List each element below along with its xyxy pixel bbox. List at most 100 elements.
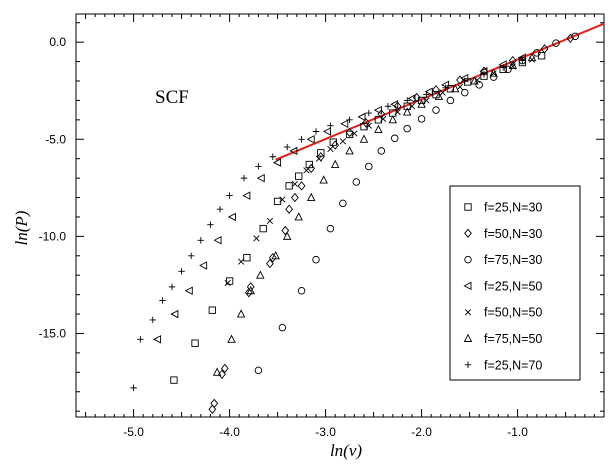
data-point <box>246 282 255 292</box>
data-point <box>351 130 358 137</box>
data-point <box>390 100 399 109</box>
data-point <box>137 336 144 343</box>
data-point <box>508 60 518 69</box>
data-point <box>278 323 287 332</box>
data-point <box>191 339 199 347</box>
data-point <box>330 159 340 168</box>
data-point <box>130 384 137 392</box>
data-points <box>130 32 579 414</box>
data-point <box>489 68 498 77</box>
data-point <box>434 91 444 100</box>
data-point <box>384 103 392 110</box>
data-point <box>527 52 537 62</box>
data-point <box>297 287 306 295</box>
data-point <box>552 39 560 47</box>
legend-box <box>449 185 581 381</box>
data-point <box>242 191 251 200</box>
axis-ticks: -5.0 -4.0 -3.0 -2.0 -1.0 0.0 -5.0 -10.0 -15.0 <box>39 14 605 439</box>
data-point <box>284 143 291 151</box>
legend-marker <box>464 255 472 264</box>
data-point <box>374 124 383 134</box>
data-point <box>407 94 416 103</box>
fit-line-group <box>275 22 605 161</box>
data-point <box>178 268 185 275</box>
data-point <box>432 85 440 95</box>
data-point <box>224 279 231 287</box>
data-point <box>461 77 468 85</box>
data-point <box>533 49 541 57</box>
data-point <box>346 116 353 124</box>
data-point <box>266 217 274 224</box>
data-point <box>256 270 265 279</box>
data-point <box>359 134 369 143</box>
data-point <box>199 261 208 270</box>
data-point <box>236 309 246 318</box>
x-tick-label: -1.0 <box>507 425 528 439</box>
data-point <box>317 149 325 157</box>
data-point <box>208 404 217 414</box>
data-point <box>423 91 430 98</box>
data-point <box>461 88 469 97</box>
data-point <box>377 147 386 155</box>
data-point <box>170 309 179 319</box>
data-point <box>357 112 366 122</box>
legend-label: f=50,N=30 <box>484 227 542 241</box>
data-point <box>291 180 298 188</box>
legend-marker <box>464 309 472 316</box>
data-point <box>294 212 303 221</box>
data-point <box>322 127 331 136</box>
scf-annotation: SCF <box>155 87 189 108</box>
data-point <box>571 32 579 41</box>
data-point <box>312 128 320 135</box>
data-point <box>340 119 349 128</box>
data-point <box>480 71 488 78</box>
y-tick-label: -15.0 <box>39 326 67 340</box>
y-axis-title: ln(P) <box>12 210 31 245</box>
data-point <box>442 84 449 92</box>
data-point <box>424 87 433 96</box>
data-point <box>269 153 276 160</box>
x-tick-label: -3.0 <box>315 425 336 439</box>
legend-marker <box>463 333 473 342</box>
data-point <box>285 204 294 214</box>
data-point <box>282 231 292 240</box>
legend-label: f=25,N=50 <box>484 279 542 293</box>
data-point <box>470 76 479 85</box>
data-point <box>504 65 512 74</box>
data-point <box>253 235 260 242</box>
data-point <box>266 258 274 269</box>
x-axis-title: ln(v) <box>330 441 362 460</box>
data-point <box>423 97 430 104</box>
data-point <box>404 97 411 104</box>
data-point <box>402 107 412 116</box>
data-point <box>307 163 316 174</box>
x-tick-label: -5.0 <box>123 425 144 439</box>
data-point <box>184 286 193 296</box>
data-point <box>439 89 446 96</box>
data-point <box>331 140 340 150</box>
data-point <box>216 205 224 213</box>
data-point <box>246 285 255 295</box>
y-tick-label: -5.0 <box>45 132 66 146</box>
data-point <box>339 199 347 208</box>
data-point <box>279 196 286 203</box>
data-point <box>306 135 315 144</box>
data-point <box>168 283 176 291</box>
data-point <box>227 212 236 222</box>
data-point <box>508 55 517 66</box>
series-7 <box>130 57 526 392</box>
data-point <box>365 109 372 117</box>
data-point <box>394 108 401 116</box>
data-point <box>271 251 280 260</box>
legend-label: f=25,N=70 <box>484 358 542 372</box>
data-point <box>312 255 320 264</box>
data-point <box>417 115 426 123</box>
legend-marker <box>464 228 472 239</box>
data-point <box>244 287 253 298</box>
data-point <box>255 163 262 170</box>
data-point <box>220 363 229 374</box>
legend-marker <box>464 361 472 368</box>
data-point <box>327 145 334 153</box>
data-point <box>295 172 303 180</box>
data-point <box>339 138 346 145</box>
